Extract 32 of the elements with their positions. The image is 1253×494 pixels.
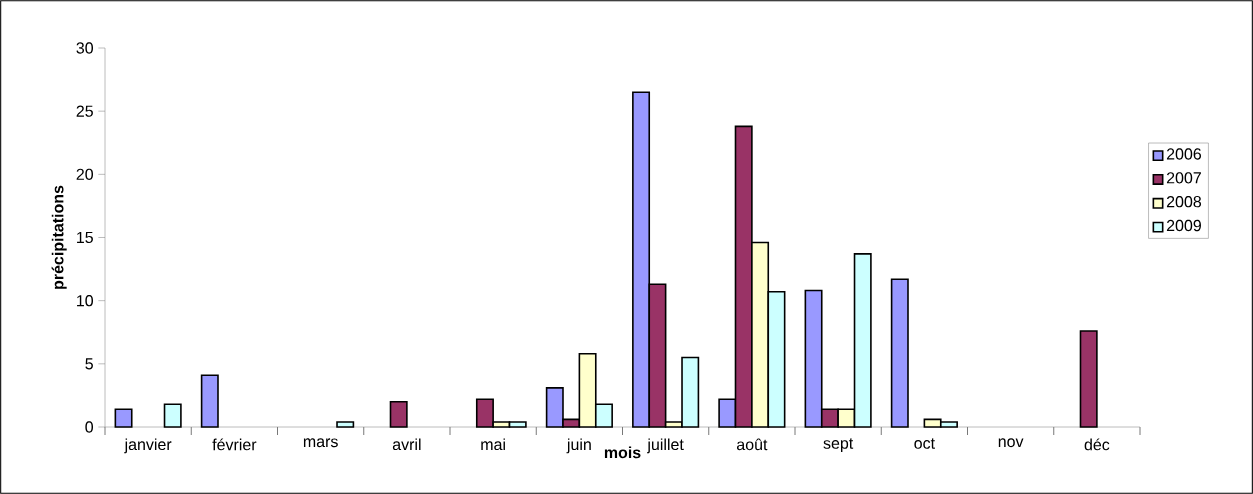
bar bbox=[890, 278, 909, 428]
bar bbox=[114, 408, 133, 428]
x-tick-label: juillet bbox=[647, 438, 684, 454]
x-tick-label: mai bbox=[481, 438, 505, 451]
y-tick-label: 5 bbox=[85, 358, 93, 370]
y-tick-label: 15 bbox=[77, 231, 93, 244]
bar bbox=[389, 400, 408, 428]
x-tick-label: déc bbox=[1084, 438, 1110, 451]
y-tick-label: 10 bbox=[77, 295, 94, 307]
x-tick-label: nov bbox=[998, 438, 1024, 448]
bar bbox=[200, 374, 219, 428]
x-tick-label: oct bbox=[914, 438, 935, 449]
x-tick-label: sept bbox=[823, 438, 854, 453]
x-tick-label: février bbox=[212, 438, 257, 451]
x-axis-title: mois bbox=[604, 446, 641, 459]
x-tick-label: août bbox=[736, 438, 768, 451]
x-tick-label: avril bbox=[392, 438, 421, 451]
y-tick-label: 20 bbox=[76, 168, 94, 180]
x-tick-label: mars bbox=[303, 438, 338, 448]
legend-label: 2009 bbox=[1166, 219, 1201, 232]
y-tick-label: 25 bbox=[76, 105, 93, 117]
x-tick-label: janvier bbox=[124, 438, 172, 454]
bar bbox=[1079, 330, 1098, 428]
bar bbox=[163, 403, 182, 428]
x-tick-label: juin bbox=[566, 438, 591, 454]
y-tick-label: 30 bbox=[76, 42, 94, 54]
legend-label: 2007 bbox=[1166, 172, 1201, 184]
bar bbox=[336, 421, 355, 428]
y-tick-label: 0 bbox=[85, 421, 94, 433]
y-axis-title: précipitations bbox=[51, 185, 67, 289]
legend-label: 2008 bbox=[1166, 196, 1202, 208]
legend-label: 2006 bbox=[1166, 148, 1202, 160]
